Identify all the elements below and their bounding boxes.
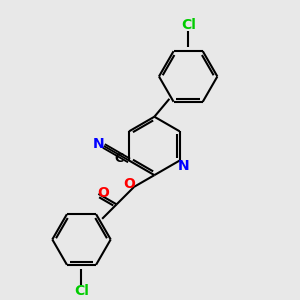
Text: C: C [114, 152, 123, 165]
Text: O: O [124, 178, 135, 191]
Text: Cl: Cl [181, 18, 196, 32]
Text: N: N [93, 137, 104, 152]
Text: N: N [177, 159, 189, 173]
Text: O: O [98, 186, 109, 200]
Text: Cl: Cl [74, 284, 89, 298]
